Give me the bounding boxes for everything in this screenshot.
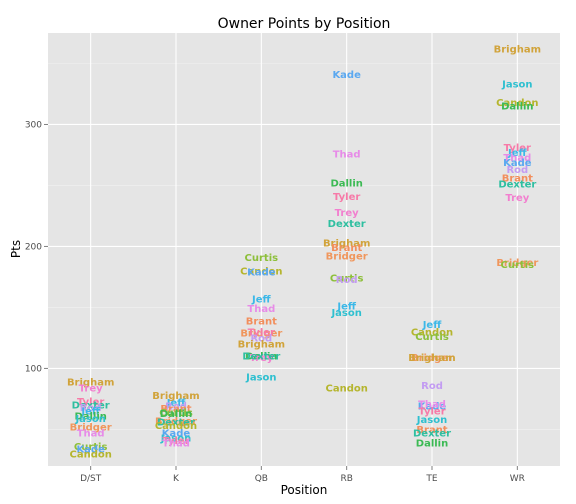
grid-lines: [48, 33, 560, 466]
point-label: Brigham: [408, 353, 455, 364]
point-label: Dexter: [498, 180, 536, 191]
point-label: Dallin: [160, 409, 192, 420]
point-label: Jason: [416, 415, 447, 426]
point-label: Dexter: [242, 352, 280, 363]
data-labels: BrighamTreyTylerDexterRodJeffDallinJason…: [67, 44, 541, 460]
x-axis-title: Position: [281, 483, 328, 497]
point-label: Trey: [79, 383, 103, 394]
y-tick-label: 100: [25, 364, 42, 374]
point-label: Bridger: [411, 353, 453, 364]
point-label: Dexter: [328, 219, 366, 230]
point-label: Brant: [331, 243, 362, 254]
x-tick-label: RB: [340, 474, 352, 484]
x-tick-label: D/ST: [80, 474, 102, 484]
point-label: Curtis: [330, 274, 364, 285]
point-label: Tyler: [77, 397, 104, 408]
point-label: Dallin: [330, 179, 362, 190]
point-label: Brigham: [323, 238, 370, 249]
point-label: Dexter: [413, 429, 451, 440]
point-label: Thad: [77, 429, 105, 440]
point-label: Candon: [496, 98, 538, 109]
point-label: Thad: [333, 149, 361, 160]
point-label: Thad: [247, 304, 275, 315]
point-label: Bridger: [326, 252, 368, 263]
point-label: Brigham: [67, 377, 114, 388]
point-label: Brant: [416, 425, 447, 436]
point-label: Kade: [162, 429, 191, 440]
point-label: Curtis: [415, 332, 449, 343]
point-label: Dexter: [157, 418, 195, 429]
point-label: Kade: [332, 70, 361, 81]
point-label: Candon: [155, 421, 197, 432]
x-tick-label: TE: [425, 474, 437, 484]
point-label: Dallin: [245, 352, 277, 363]
point-label: Rod: [336, 275, 358, 286]
point-label: Brigham: [238, 340, 285, 351]
point-label: Kade: [503, 158, 532, 169]
y-tick-label: 200: [25, 242, 42, 252]
point-label: Curtis: [159, 408, 193, 419]
point-label: Jeff: [251, 294, 272, 305]
point-label: Jeff: [80, 407, 101, 418]
point-label: Thad: [418, 399, 446, 410]
point-label: Jeff: [166, 398, 187, 409]
point-label: Jeff: [507, 148, 528, 159]
x-tick-label: QB: [255, 474, 268, 484]
point-label: Candon: [69, 449, 111, 460]
point-label: Kade: [418, 402, 447, 413]
point-label: Dallin: [416, 438, 448, 449]
point-label: Tyler: [248, 327, 275, 338]
point-label: Jason: [160, 433, 191, 444]
point-label: Trey: [249, 353, 273, 364]
point-label: Trey: [505, 193, 529, 204]
point-label: Brant: [502, 174, 533, 185]
point-label: Jeff: [422, 320, 443, 331]
point-label: Jason: [501, 80, 532, 91]
plot-panel: [48, 33, 560, 466]
point-label: Brant: [160, 404, 191, 415]
point-label: Dexter: [72, 401, 110, 412]
x-tick-label: WR: [510, 474, 525, 484]
point-label: Bridger: [155, 416, 197, 427]
point-label: Rod: [250, 333, 272, 344]
point-label: Tyler: [162, 436, 189, 447]
point-label: Rod: [506, 165, 528, 176]
point-label: Thad: [162, 438, 190, 449]
point-label: Rod: [165, 402, 187, 413]
point-label: Kade: [76, 444, 105, 455]
point-label: Jason: [245, 372, 276, 383]
y-axis-title: Pts: [9, 240, 23, 258]
point-label: Rod: [421, 381, 443, 392]
point-label: Jason: [330, 308, 361, 319]
point-label: Curtis: [74, 442, 108, 453]
y-tick-label: 300: [25, 120, 42, 130]
point-label: Jason: [74, 414, 105, 425]
point-label: Thad: [503, 153, 531, 164]
point-label: Bridger: [496, 258, 538, 269]
point-label: Candon: [411, 327, 453, 338]
point-label: Rod: [80, 403, 102, 414]
point-label: Candon: [240, 266, 282, 277]
point-label: Tyler: [333, 192, 360, 203]
point-label: Curtis: [245, 253, 279, 264]
point-label: Candon: [325, 383, 367, 394]
point-label: Tyler: [418, 407, 445, 418]
point-label: Trey: [335, 208, 359, 219]
point-label: Dallin: [501, 102, 533, 113]
y-axis: 100 200 300: [25, 120, 48, 374]
point-label: Dallin: [74, 411, 106, 422]
point-label: Bridger: [240, 329, 282, 340]
x-tick-label: K: [173, 474, 180, 484]
point-label: Kade: [247, 268, 276, 279]
x-axis: D/ST K QB RB TE WR: [80, 466, 525, 484]
point-label: Tyler: [504, 143, 531, 154]
point-label: Brigham: [494, 44, 541, 55]
point-label: Curtis: [501, 260, 535, 271]
point-label: Brant: [246, 316, 277, 327]
point-label: Brigham: [152, 391, 199, 402]
point-label: Bridger: [70, 422, 112, 433]
point-label: Jeff: [336, 302, 357, 313]
chart-title: Owner Points by Position: [218, 16, 391, 32]
